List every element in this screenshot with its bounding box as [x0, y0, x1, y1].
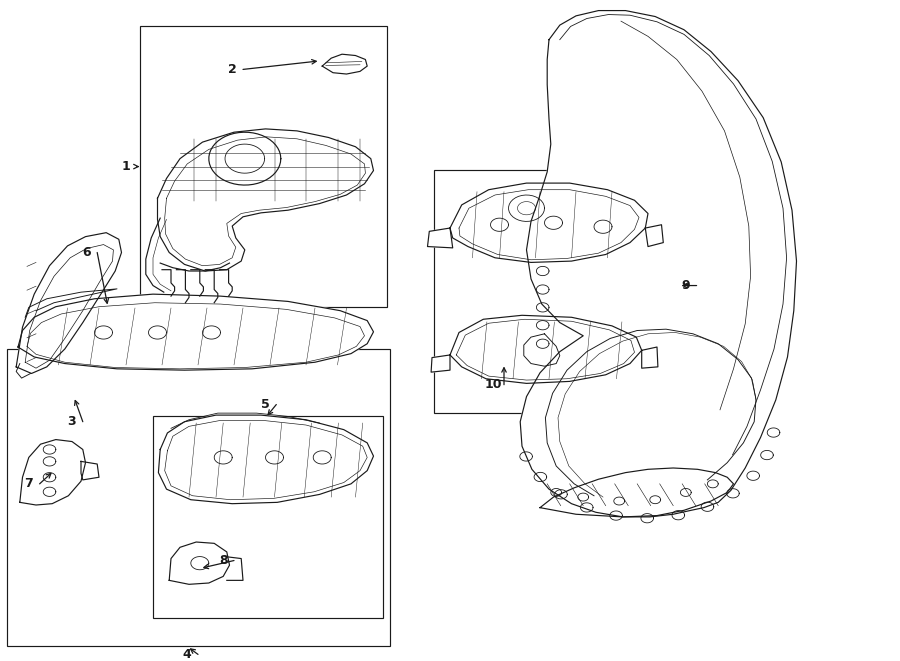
Text: 1: 1: [122, 160, 130, 173]
Polygon shape: [16, 233, 122, 373]
Polygon shape: [431, 355, 450, 372]
Polygon shape: [322, 54, 367, 74]
Text: 6: 6: [82, 246, 91, 259]
Text: 7: 7: [24, 477, 33, 490]
Bar: [140, 26, 387, 307]
Polygon shape: [520, 11, 796, 517]
Text: 4: 4: [183, 648, 192, 661]
Text: 9: 9: [681, 279, 690, 292]
Text: 2: 2: [228, 63, 237, 76]
Polygon shape: [428, 228, 453, 248]
Polygon shape: [450, 183, 648, 262]
Text: 5: 5: [261, 398, 270, 411]
Polygon shape: [450, 315, 642, 383]
Polygon shape: [20, 440, 86, 505]
Polygon shape: [18, 294, 373, 370]
Polygon shape: [158, 415, 374, 504]
Text: 8: 8: [219, 554, 228, 567]
Polygon shape: [81, 461, 99, 480]
Polygon shape: [642, 347, 658, 368]
Polygon shape: [169, 542, 230, 584]
Polygon shape: [645, 225, 663, 247]
Polygon shape: [524, 334, 560, 366]
Text: 3: 3: [68, 415, 76, 428]
Bar: [434, 170, 679, 413]
Polygon shape: [158, 129, 374, 271]
Bar: [153, 416, 382, 618]
Text: 10: 10: [484, 378, 502, 391]
Bar: [7, 349, 390, 646]
Polygon shape: [540, 468, 734, 517]
